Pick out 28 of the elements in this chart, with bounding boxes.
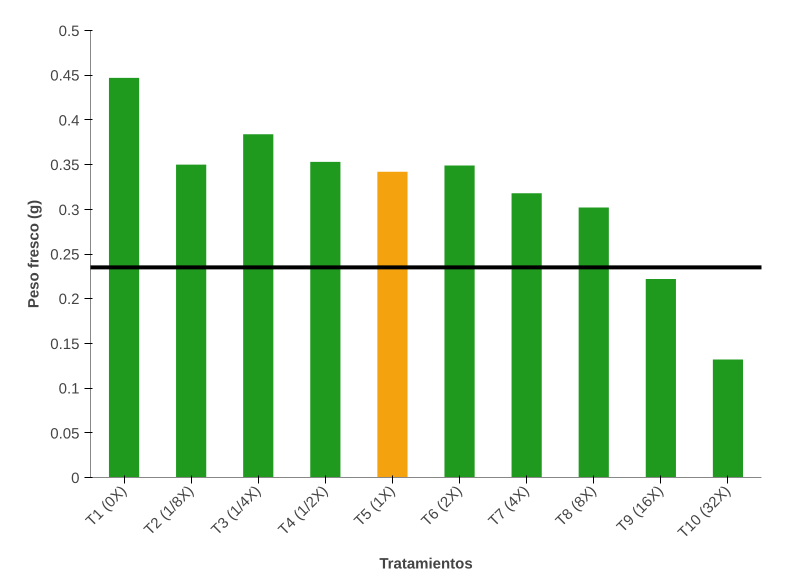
x-tick-label: T8 (8X) [552, 482, 600, 530]
y-tick-label: 0.4 [58, 112, 80, 130]
x-tick-label: T5 (1X) [351, 482, 398, 530]
bar [578, 208, 609, 478]
y-tick-label: 0.1 [58, 380, 80, 398]
bar [712, 359, 744, 478]
bar [512, 193, 542, 478]
x-tick-label: T6 (2X) [418, 482, 466, 530]
bar [646, 279, 676, 478]
bar [377, 172, 408, 478]
y-tick-label: 0.45 [50, 68, 80, 85]
y-tick-label: 0.35 [50, 157, 80, 174]
y-tick-label: 0 [71, 470, 80, 487]
bar [243, 134, 274, 478]
bar [108, 78, 140, 478]
y-tick-label: 0.5 [58, 23, 80, 40]
bar [176, 164, 206, 478]
x-tick-label: T7 (4X) [485, 482, 533, 530]
y-axis-title: Peso fresco (g) [25, 200, 42, 308]
y-tick-label: 0.3 [58, 202, 80, 219]
x-tick-label: T1 (0X) [82, 482, 130, 530]
bar [310, 162, 340, 478]
y-tick-label: 0.15 [50, 336, 80, 353]
y-tick-label: 0.05 [50, 425, 80, 442]
y-tick-label: 0.2 [58, 291, 80, 308]
bar [444, 165, 475, 478]
y-tick-label: 0.25 [50, 246, 80, 264]
x-axis-title: Tratamientos [379, 556, 473, 573]
